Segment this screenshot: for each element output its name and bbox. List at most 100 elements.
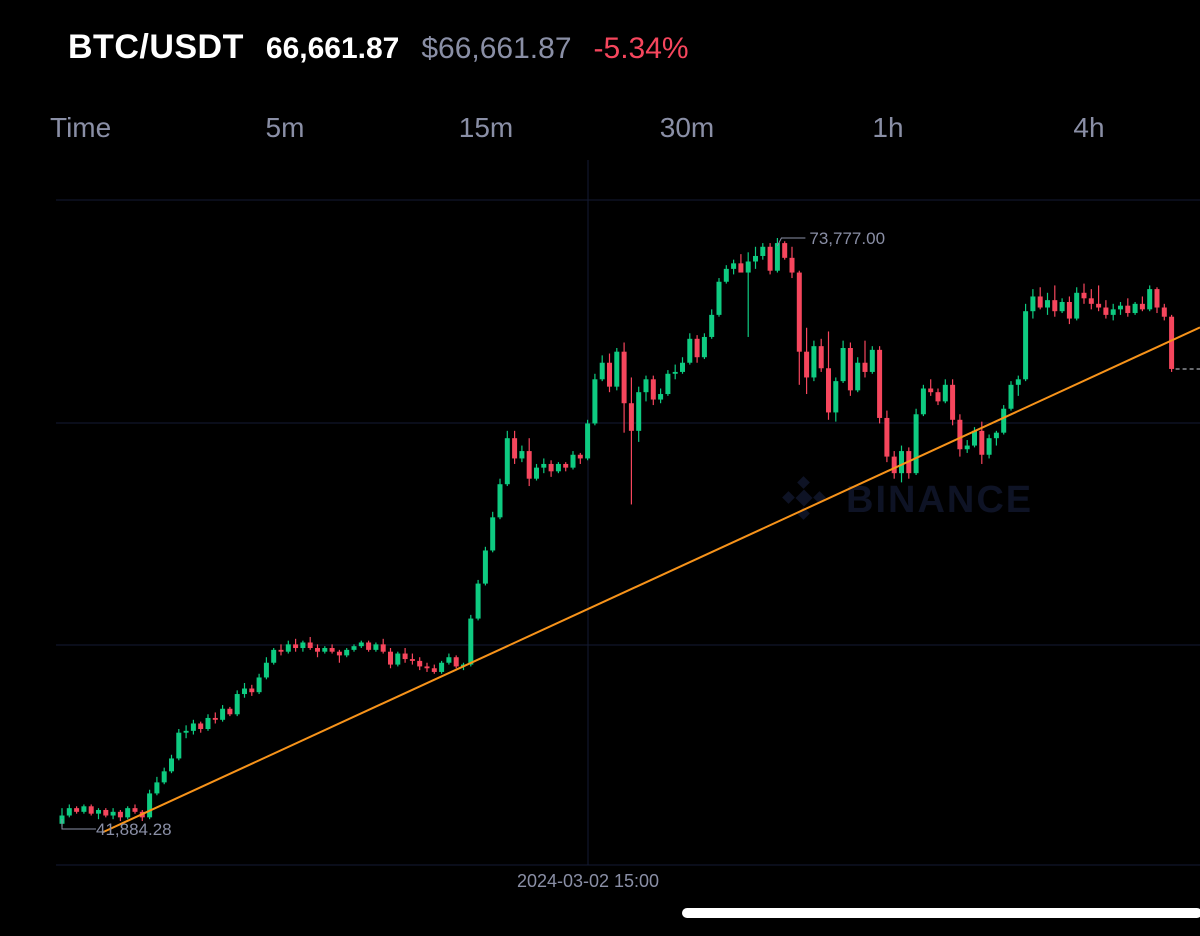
candle-body — [665, 373, 671, 395]
candle-body — [212, 717, 218, 720]
candle-body — [847, 348, 853, 391]
candle — [592, 373, 598, 426]
binance-logo-icon — [782, 476, 826, 520]
candle-body — [96, 809, 101, 814]
candle — [928, 379, 934, 396]
candle — [307, 636, 313, 650]
candle — [1045, 292, 1050, 315]
candle-body — [497, 484, 503, 518]
candle-body — [300, 642, 306, 649]
tab-time[interactable]: Time — [50, 112, 112, 143]
candle-body — [833, 381, 839, 413]
candle-body — [1015, 379, 1021, 385]
candle-body — [804, 351, 810, 378]
candle — [760, 243, 766, 260]
candle-body — [570, 454, 576, 468]
candle-body — [271, 649, 277, 663]
candle-body — [658, 394, 664, 400]
candle-body — [789, 257, 795, 273]
candle-body — [592, 379, 598, 424]
candle-body — [877, 349, 883, 418]
candle — [351, 644, 357, 652]
tab-1h[interactable]: 1h — [872, 112, 904, 143]
candle-body — [220, 708, 226, 720]
candle — [74, 806, 80, 814]
high-marker-leader — [776, 237, 806, 247]
candle — [957, 414, 963, 457]
candle-body — [607, 362, 612, 387]
candle — [402, 648, 408, 663]
candle-body — [1037, 296, 1043, 308]
candle — [358, 640, 364, 649]
candle — [329, 644, 335, 654]
candle — [811, 340, 817, 382]
candle — [570, 451, 576, 470]
candle — [322, 646, 328, 654]
tab-5m[interactable]: 5m — [265, 112, 305, 143]
candle-body — [760, 246, 766, 256]
candle — [169, 754, 174, 774]
candle-body — [512, 438, 518, 459]
candle-body — [687, 338, 693, 363]
candle — [1037, 287, 1043, 310]
trading-pair[interactable]: BTC/USDT — [68, 28, 244, 66]
candle — [1161, 303, 1167, 321]
candle — [628, 377, 634, 505]
candle-body — [964, 445, 970, 450]
candle-body — [66, 808, 72, 816]
candle-body — [899, 451, 904, 474]
candle — [256, 673, 262, 695]
candle — [278, 644, 284, 656]
candle — [942, 379, 948, 404]
candle — [154, 776, 160, 796]
candle-body — [1103, 307, 1109, 315]
candle-body — [1154, 289, 1160, 308]
tab-30m[interactable]: 30m — [659, 112, 715, 143]
low-marker: 41,884.28 — [61, 819, 172, 839]
candle — [1169, 314, 1175, 372]
high-marker: 73,777.00 — [776, 229, 885, 248]
candle — [409, 653, 415, 665]
candle — [475, 579, 481, 621]
candle-body — [869, 349, 875, 372]
candle-body — [840, 348, 846, 382]
candle — [526, 438, 532, 487]
candle-body — [577, 454, 583, 459]
low-marker-leader — [61, 819, 96, 830]
low-marker-label: 41,884.28 — [96, 820, 172, 839]
candle — [220, 705, 226, 722]
candle — [840, 340, 846, 383]
candle-body — [709, 314, 715, 337]
candle-body — [424, 666, 430, 669]
candle-body — [190, 723, 196, 731]
candle — [621, 342, 627, 433]
price-change-percent: -5.34% — [593, 32, 689, 65]
tab-4h[interactable]: 4h — [1073, 112, 1105, 143]
candle-body — [650, 379, 656, 400]
candle — [417, 657, 423, 671]
tab-15m[interactable]: 15m — [458, 112, 514, 143]
candle-body — [628, 403, 634, 431]
candle-body — [884, 417, 890, 457]
candle-body — [753, 255, 758, 262]
candle — [723, 265, 729, 284]
candle-body — [672, 371, 678, 374]
candle — [380, 638, 386, 654]
candle-body — [1132, 303, 1138, 314]
last-price: 66,661.87 — [265, 32, 400, 65]
candle — [512, 430, 518, 464]
candle — [263, 657, 269, 680]
candle-body — [74, 808, 80, 812]
candle-body — [862, 362, 868, 372]
candle — [110, 808, 116, 820]
candle-body — [103, 809, 109, 816]
candle-body — [439, 662, 445, 672]
candle-body — [621, 351, 627, 404]
candle-body — [234, 694, 240, 715]
candle — [1125, 298, 1131, 317]
candle — [920, 384, 926, 417]
candle-body — [169, 758, 174, 772]
candle — [687, 333, 693, 365]
candle — [891, 451, 897, 479]
candlestick-chart[interactable]: BINANCE 73,777.00 41,884.28 2024-03-02 1… — [0, 160, 1200, 900]
